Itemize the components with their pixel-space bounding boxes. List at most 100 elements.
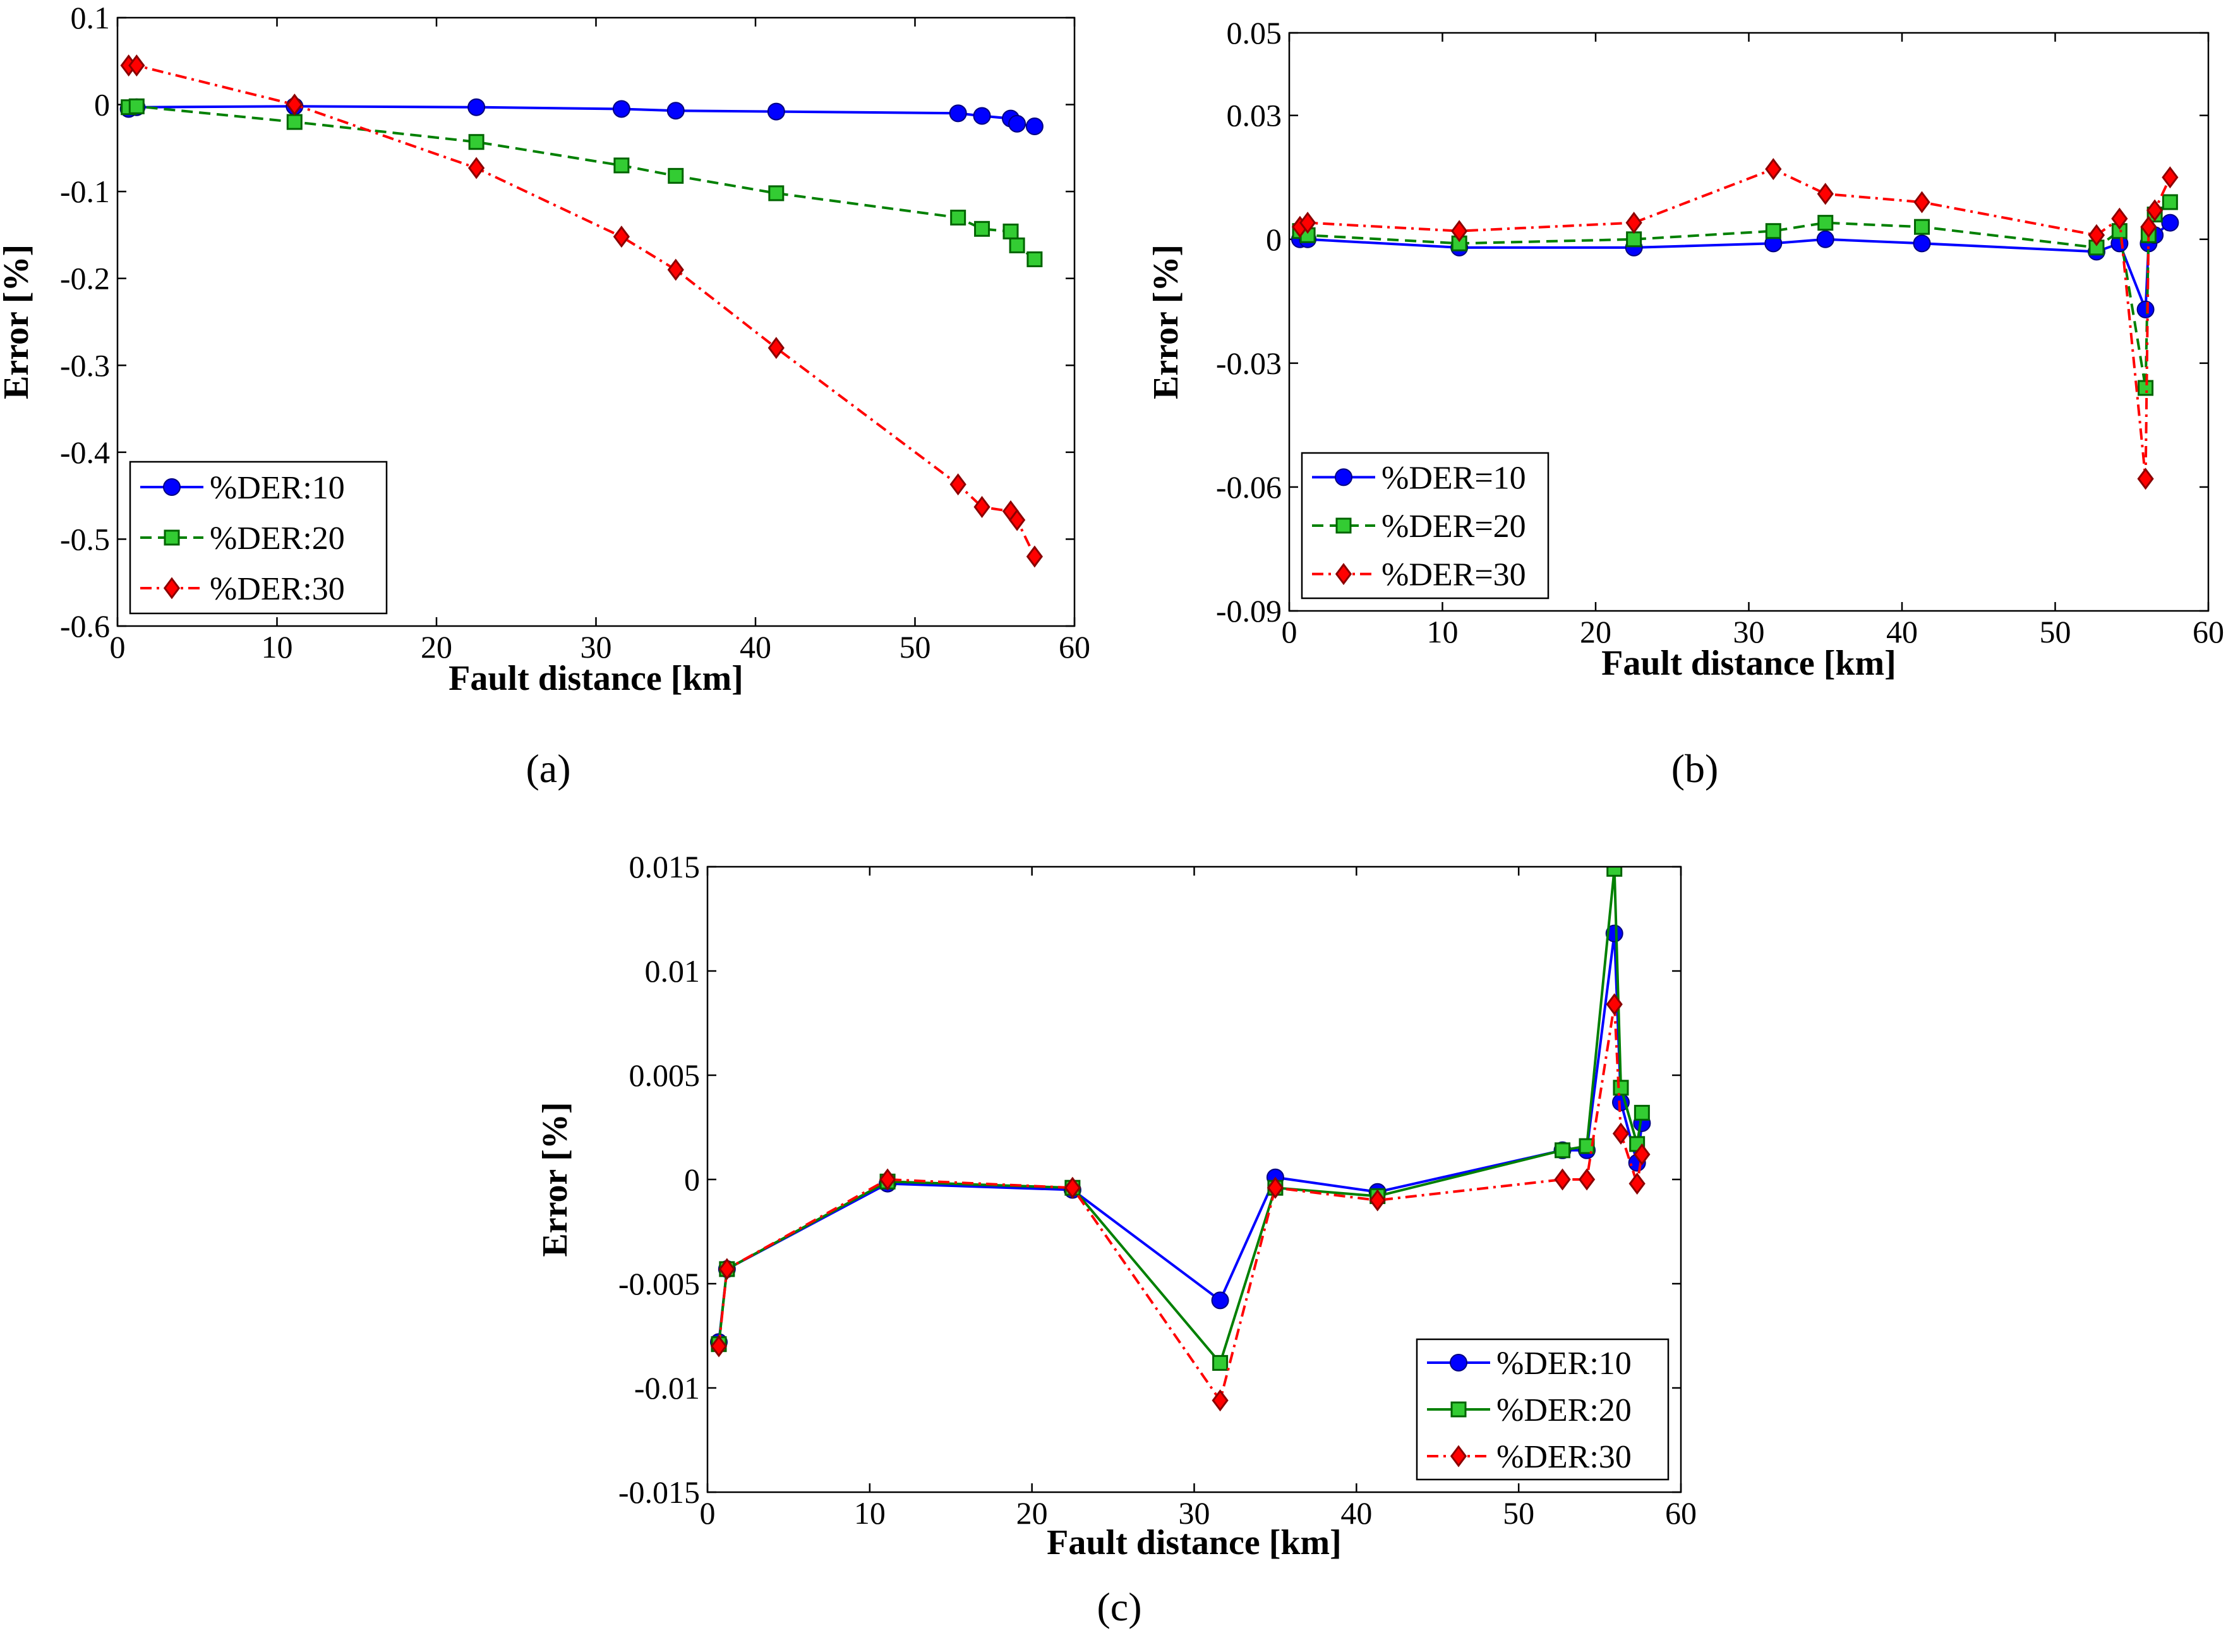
x-tick-label: 30 — [1179, 1495, 1210, 1531]
data-point — [1913, 191, 1930, 214]
data-point — [613, 226, 630, 248]
data-point — [1554, 1168, 1571, 1191]
data-point — [1628, 1173, 1646, 1195]
legend-entry: %DER:30 — [210, 571, 345, 607]
y-tick-label: -0.015 — [618, 1474, 700, 1510]
y-tick-label: 0.05 — [1227, 15, 1282, 51]
data-point — [974, 220, 990, 237]
data-point — [1555, 1142, 1571, 1159]
data-point — [668, 167, 684, 184]
data-point — [128, 54, 145, 77]
legend-marker — [1450, 1401, 1467, 1418]
data-point — [1369, 1189, 1386, 1212]
legend-entry: %DER:10 — [1496, 1346, 1632, 1382]
data-point — [1026, 251, 1043, 267]
legend: %DER:10 %DER:20 %DER:30 — [1416, 1338, 1670, 1481]
data-point — [1008, 114, 1026, 133]
data-point — [1212, 1354, 1229, 1371]
legend-marker — [163, 478, 181, 496]
data-point — [1626, 231, 1642, 248]
y-tick-label: -0.6 — [60, 608, 110, 644]
x-tick-label: 0 — [700, 1495, 716, 1531]
data-point — [666, 102, 685, 120]
y-tick-label: 0.1 — [71, 0, 111, 35]
x-tick-label: 50 — [1503, 1495, 1534, 1531]
data-point — [1299, 212, 1316, 234]
data-point — [1212, 1389, 1229, 1412]
legend-marker — [163, 577, 181, 600]
panel-caption: (a) — [526, 746, 570, 791]
data-point — [949, 473, 966, 496]
chart-b: 0 10 20 30 40 50 60 -0.09 -0.06 -0.03 0 0.03 0.05 Fau… — [1147, 15, 2224, 791]
x-tick-label: 50 — [2040, 614, 2071, 649]
y-tick-label: -0.5 — [60, 521, 110, 557]
legend-entry: %DER=20 — [1381, 509, 1526, 545]
data-point — [467, 98, 486, 116]
data-point — [1914, 219, 1930, 235]
legend-marker — [164, 529, 180, 546]
data-point — [1009, 237, 1025, 253]
legend-entry: %DER:30 — [1496, 1439, 1632, 1475]
data-point — [710, 1335, 728, 1358]
data-point — [1267, 1176, 1284, 1199]
x-tick-label: 10 — [854, 1495, 886, 1531]
data-point — [1451, 220, 1468, 243]
y-tick-label: 0.01 — [645, 953, 701, 989]
x-tick-label: 30 — [581, 629, 612, 665]
series-3 — [120, 54, 1043, 568]
legend-entry: %DER=10 — [1381, 460, 1526, 496]
data-point — [2161, 214, 2179, 232]
data-point — [1817, 215, 1834, 231]
y-tick-label: -0.2 — [60, 261, 110, 296]
x-tick-label: 40 — [1340, 1495, 1372, 1531]
data-point — [1002, 223, 1019, 239]
legend-marker — [1335, 468, 1352, 486]
data-point — [718, 1258, 735, 1281]
x-tick-label: 20 — [1580, 614, 1611, 649]
y-tick-label: -0.06 — [1216, 469, 1282, 505]
y-axis-label: Error [%] — [536, 1102, 575, 1257]
data-point — [468, 157, 485, 179]
data-point — [1606, 867, 1623, 877]
y-tick-label: 0 — [94, 87, 110, 123]
data-point — [612, 100, 630, 118]
y-tick-label: -0.01 — [634, 1370, 700, 1406]
data-point — [2140, 215, 2157, 238]
data-point — [1765, 158, 1782, 181]
legend-entry: %DER:10 — [210, 470, 345, 506]
data-point — [2162, 166, 2179, 189]
data-point — [879, 1168, 896, 1191]
x-tick-label: 60 — [1665, 1495, 1697, 1531]
data-point — [2088, 224, 2105, 246]
data-point — [768, 185, 785, 202]
data-point — [286, 114, 303, 130]
chart-a: 0 10 20 30 40 50 60 -0.6 -0.5 -0.4 -0.3 -0.2 -0.1 0 0.… — [0, 0, 1090, 791]
y-tick-label: -0.1 — [60, 174, 110, 209]
series-3 — [710, 993, 1651, 1412]
data-point — [1612, 1122, 1630, 1145]
data-point — [286, 93, 303, 116]
y-axis-label: Error [%] — [0, 244, 36, 399]
axes-frame — [706, 865, 1682, 1493]
data-point — [1008, 509, 1026, 531]
series-line — [128, 64, 1036, 557]
axes-frame — [1288, 32, 2210, 612]
x-tick-label: 10 — [262, 629, 293, 665]
legend-entry: %DER:20 — [1496, 1392, 1632, 1428]
data-point — [973, 107, 991, 125]
data-point — [1634, 1143, 1651, 1166]
legend: %DER:10 %DER:20 %DER:30 — [129, 461, 388, 615]
y-tick-label: -0.09 — [1216, 593, 1282, 629]
data-point — [1606, 993, 1623, 1016]
y-tick-label: 0.005 — [629, 1058, 701, 1093]
legend-marker — [1450, 1445, 1467, 1468]
data-point — [1211, 1291, 1229, 1310]
y-tick-label: 0 — [684, 1162, 700, 1197]
y-tick-label: -0.4 — [60, 435, 110, 470]
x-axis-label: Fault distance [km] — [1047, 1523, 1342, 1562]
panel-caption: (b) — [1671, 746, 1719, 791]
series-2 — [121, 98, 1043, 267]
x-tick-label: 10 — [1427, 614, 1459, 649]
x-tick-label: 20 — [421, 629, 452, 665]
series-3 — [1291, 158, 2179, 490]
